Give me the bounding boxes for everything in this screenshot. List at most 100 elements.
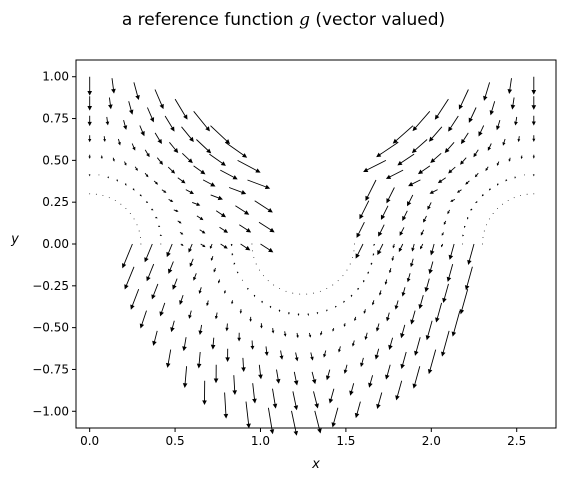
quiver-arrow	[461, 158, 467, 164]
quiver-arrow	[511, 98, 514, 109]
quiver-arrow	[355, 402, 360, 418]
quiver-arrow	[272, 328, 273, 332]
quiver-arrow	[101, 156, 102, 158]
quiver-arrow	[332, 408, 338, 427]
quiver-arrows	[88, 77, 535, 435]
quiver-arrow	[252, 250, 253, 251]
quiver-arrow	[268, 280, 269, 281]
quiver-arrow	[169, 262, 174, 273]
quiver-arrow	[351, 295, 352, 296]
quiver-arrow	[486, 167, 488, 171]
quiver-arrow	[186, 190, 193, 194]
quiver-arrow	[88, 96, 91, 109]
quiver-arrow	[134, 82, 139, 99]
quiver-arrow	[396, 381, 402, 400]
quiver-arrow	[479, 126, 484, 136]
x-tick-label: 1.5	[336, 434, 355, 448]
quiver-arrow	[118, 139, 120, 145]
quiver-arrow	[248, 180, 270, 189]
quiver-arrow	[327, 370, 330, 380]
quiver-arrow	[521, 156, 522, 159]
quiver-arrow	[238, 333, 240, 341]
quiver-arrow	[140, 237, 141, 238]
quiver-arrow	[509, 158, 510, 161]
quiver-arrow	[468, 217, 469, 218]
quiver-arrow	[104, 136, 105, 141]
quiver-arrow	[280, 351, 283, 359]
quiver-arrow	[392, 256, 393, 260]
quiver-arrow	[339, 346, 341, 351]
quiver-arrow	[199, 287, 201, 293]
quiver-arrow	[240, 309, 241, 313]
quiver-arrow	[347, 270, 348, 271]
quiver-arrow	[462, 133, 469, 143]
quiver-arrow	[294, 372, 298, 385]
quiver-arrow	[508, 78, 511, 93]
quiver-arrow	[151, 209, 152, 210]
quiver-arrow	[160, 244, 161, 245]
quiver-arrow	[261, 244, 273, 252]
quiver-arrow	[117, 180, 118, 181]
quiver-arrow	[233, 375, 236, 394]
quiver-arrow	[173, 279, 177, 289]
quiver-arrow	[306, 294, 307, 295]
quiver-arrow	[476, 173, 479, 176]
quiver-arrow	[482, 244, 483, 245]
quiver-arrow	[428, 202, 431, 209]
quiver-arrow	[364, 280, 365, 281]
quiver-arrow	[409, 180, 420, 186]
quiver-arrow	[88, 116, 91, 125]
quiver-arrow	[112, 78, 115, 92]
quiver-arrow	[203, 180, 215, 186]
quiver-arrow	[154, 181, 157, 184]
quiver-arrow	[297, 333, 298, 337]
quiver-arrow	[466, 181, 469, 184]
quiver-arrow	[401, 325, 405, 337]
quiver-arrow	[146, 202, 147, 203]
quiver-arrow	[484, 231, 485, 232]
axes-frame	[76, 60, 556, 428]
quiver-arrow	[482, 195, 483, 196]
quiver-arrow	[421, 244, 423, 249]
quiver-arrow	[411, 311, 415, 324]
y-tick-label: −0.75	[32, 362, 69, 376]
quiver-arrow	[431, 153, 441, 162]
quiver-arrow	[445, 142, 454, 152]
quiver-arrow	[190, 259, 193, 266]
quiver-arrow	[413, 111, 430, 130]
quiver-arrow	[169, 199, 173, 201]
y-tick-label: 0.25	[42, 195, 69, 209]
quiver-arrow	[462, 244, 463, 245]
quiver-arrow	[203, 381, 206, 404]
quiver-arrow	[460, 289, 467, 313]
quiver-arrow	[444, 221, 446, 224]
quiver-arrow	[175, 99, 187, 119]
quiver-arrow	[125, 184, 126, 185]
quiver-arrow	[452, 311, 460, 336]
quiver-arrow	[377, 324, 380, 331]
quiver-arrow	[430, 190, 437, 194]
quiver-arrow	[194, 273, 197, 280]
quiver-arrow	[135, 167, 137, 170]
quiver-arrow	[132, 144, 135, 150]
x-tick-label: 0.5	[166, 434, 185, 448]
quiver-arrow	[497, 162, 499, 165]
quiver-arrow	[232, 300, 233, 303]
quiver-arrow	[211, 195, 222, 200]
quiver-arrow	[226, 324, 228, 331]
quiver-arrow	[459, 90, 468, 109]
quiver-arrow	[520, 195, 521, 196]
quiver-arrow	[518, 136, 519, 141]
quiver-arrow	[279, 288, 280, 289]
quiver-arrow	[342, 275, 343, 276]
quiver-arrow	[371, 263, 372, 264]
quiver-arrow	[246, 402, 250, 428]
quiver-arrow	[476, 202, 477, 203]
quiver-arrow	[201, 244, 205, 247]
quiver-arrow	[373, 300, 374, 304]
quiver-arrow	[357, 222, 364, 237]
quiver-arrow	[253, 257, 254, 258]
quiver-arrow	[220, 170, 237, 179]
